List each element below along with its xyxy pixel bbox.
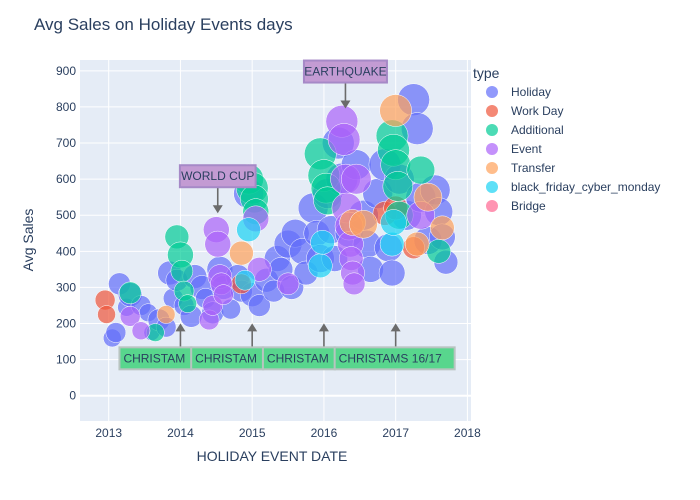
- legend-marker: [486, 143, 498, 155]
- point-holiday: [378, 259, 406, 287]
- point-holiday: [248, 294, 271, 317]
- x-axis-ticks: 2013 2014 2015 2016 2017 2018: [95, 426, 481, 440]
- point-transfer: [430, 215, 455, 241]
- point-black-friday-cyber-monday: [308, 253, 333, 279]
- x-tick-label: 2013: [95, 426, 122, 440]
- legend-marker: [486, 181, 498, 193]
- annotation-label: EARTHQUAKE: [304, 65, 386, 79]
- y-tick-label: 200: [56, 317, 76, 331]
- annotation-green: CHRISTAMS 16/17: [333, 323, 456, 371]
- point-event: [327, 123, 361, 156]
- chart-title: Avg Sales on Holiday Events days: [34, 15, 293, 34]
- annotation-label: WORLD CUP: [181, 169, 254, 183]
- legend-item-holiday[interactable]: Holiday: [486, 85, 551, 99]
- legend-label: Additional: [511, 123, 564, 137]
- y-tick-label: 300: [56, 280, 76, 294]
- legend-label: black_friday_cyber_monday: [511, 180, 660, 194]
- annotation-purple: WORLD CUP: [178, 164, 257, 214]
- y-tick-label: 0: [69, 389, 76, 403]
- y-axis-title: Avg Sales: [20, 209, 36, 272]
- annotation-green: CHRISTAM: [261, 323, 336, 371]
- point-event: [213, 284, 234, 305]
- x-tick-label: 2016: [311, 426, 338, 440]
- x-axis-title: HOLIDAY EVENT DATE: [197, 448, 348, 464]
- point-additional: [426, 239, 451, 264]
- annotation-label: CHRISTAM: [123, 351, 185, 365]
- annotation-box: [178, 164, 257, 189]
- annotation-label: CHRISTAM: [195, 351, 257, 365]
- arrow-head: [175, 323, 186, 332]
- x-tick-label: 2014: [167, 426, 194, 440]
- point-event: [340, 163, 372, 195]
- y-tick-label: 100: [56, 353, 76, 367]
- legend-marker: [486, 162, 498, 174]
- annotation-green: CHRISTAM: [118, 323, 193, 371]
- annotation-box: [302, 59, 388, 84]
- point-event: [119, 306, 141, 327]
- point-additional: [170, 259, 194, 283]
- legend-item-black-friday-cyber-monday[interactable]: black_friday_cyber_monday: [486, 180, 660, 194]
- point-black-friday-cyber-monday: [380, 209, 407, 236]
- arrow-head: [318, 323, 329, 332]
- point-additional: [406, 155, 436, 185]
- y-tick-label: 600: [56, 172, 76, 186]
- arrow-head: [340, 100, 351, 109]
- point-event: [204, 230, 231, 258]
- legend-item-additional[interactable]: Additional: [486, 123, 564, 137]
- legend[interactable]: type Holiday Work Day Additional Event Trans…: [473, 65, 660, 213]
- y-axis-ticks: 0 100 200 300 400 500 600 700 800 900: [56, 64, 76, 403]
- point-transfer: [404, 231, 430, 257]
- legend-marker: [486, 105, 498, 117]
- point-transfer: [413, 182, 443, 212]
- point-black-friday-cyber-monday: [234, 269, 256, 291]
- point-transfer: [156, 305, 176, 324]
- y-tick-label: 700: [56, 136, 76, 150]
- y-tick-label: 900: [56, 64, 76, 78]
- point-additional: [178, 294, 197, 313]
- y-tick-label: 500: [56, 208, 76, 222]
- arrow-head: [247, 323, 258, 332]
- legend-label: Transfer: [511, 161, 555, 175]
- legend-item-event[interactable]: Event: [486, 142, 542, 156]
- point-transfer: [229, 240, 254, 266]
- point-event: [276, 272, 300, 296]
- y-tick-label: 800: [56, 100, 76, 114]
- legend-label: Holiday: [511, 85, 551, 99]
- legend-marker: [486, 200, 498, 212]
- point-event: [342, 272, 366, 296]
- legend-marker: [486, 86, 498, 98]
- legend-title: type: [473, 65, 500, 81]
- point-work-day: [97, 305, 116, 324]
- legend-item-transfer[interactable]: Transfer: [486, 161, 555, 175]
- x-tick-label: 2018: [454, 426, 481, 440]
- point-holiday: [105, 322, 127, 343]
- point-black-friday-cyber-monday: [379, 231, 405, 257]
- legend-item-work-day[interactable]: Work Day: [486, 104, 563, 118]
- legend-label: Bridge: [511, 199, 546, 213]
- point-transfer: [379, 94, 412, 127]
- point-event: [131, 321, 151, 340]
- y-tick-label: 400: [56, 244, 76, 258]
- annotation-green: CHRISTAM: [190, 323, 265, 371]
- x-tick-label: 2015: [239, 426, 266, 440]
- point-black-friday-cyber-monday: [236, 217, 261, 242]
- legend-label: Event: [511, 142, 542, 156]
- annotation-label: CHRISTAMS 16/17: [339, 351, 442, 365]
- annotations: WORLD CUP EARTHQUAKE CHRISTAM CHRISTAM CHRIS…: [118, 59, 456, 371]
- arrow-head: [212, 205, 223, 214]
- arrow-head: [390, 323, 401, 332]
- legend-item-bridge[interactable]: Bridge: [486, 199, 546, 213]
- annotation-box: [333, 346, 456, 371]
- point-black-friday-cyber-monday: [310, 230, 335, 255]
- legend-marker: [486, 124, 498, 136]
- annotation-purple: EARTHQUAKE: [302, 59, 388, 109]
- x-tick-label: 2017: [382, 426, 409, 440]
- annotation-label: CHRISTAM: [267, 351, 329, 365]
- point-additional: [118, 281, 142, 305]
- point-transfer: [349, 210, 378, 239]
- legend-label: Work Day: [511, 104, 563, 118]
